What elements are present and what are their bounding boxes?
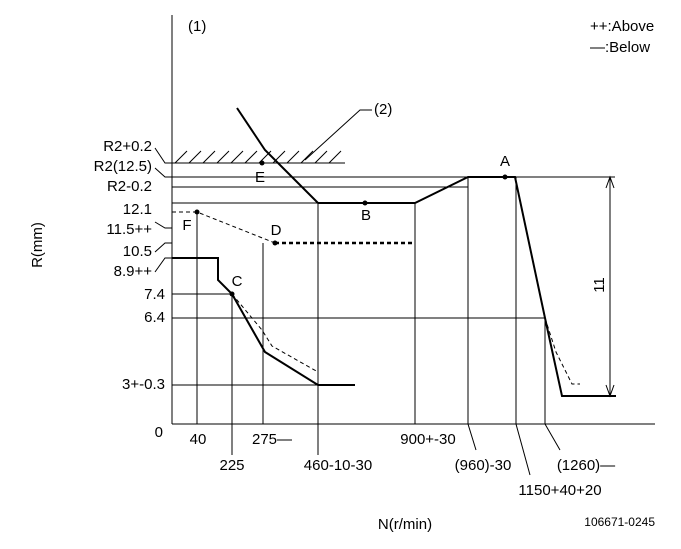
y-label: 6.4 (144, 309, 165, 326)
y-label: 0 (155, 424, 163, 441)
x-label: 1150+40+20 (518, 482, 601, 499)
reference-lines (154, 147, 615, 386)
curves (172, 107, 616, 397)
x-label: 275— (252, 431, 292, 448)
vertical-lines (196, 177, 561, 476)
point-label: E (255, 169, 265, 186)
point-label: A (500, 153, 510, 170)
y-label: 7.4 (144, 286, 165, 303)
point-label: C (232, 273, 243, 290)
x-label: 900+-30 (400, 431, 455, 448)
point-label: B (361, 207, 371, 224)
figure-number: (1) (188, 18, 206, 35)
y-label: 12.1 (123, 201, 152, 218)
legend-below: —:Below (590, 39, 650, 56)
axes (171, 15, 655, 425)
legend-above: ++:Above (590, 18, 654, 35)
callout: (2) (374, 101, 392, 118)
y-label: 11.5++ (106, 221, 152, 238)
x-label: (1260)— (557, 457, 615, 474)
point-label: F (182, 217, 191, 234)
point-label: D (271, 222, 282, 239)
y-label: 10.5 (123, 243, 152, 260)
y-axis-title: R(mm) (29, 222, 46, 268)
x-label: 40 (190, 431, 207, 448)
y-label: 8.9++ (114, 263, 153, 280)
dimension (605, 175, 615, 398)
dimension-label: 11 (591, 277, 608, 293)
x-label: (960)-30 (455, 457, 512, 474)
y-label: R2+0.2 (103, 138, 152, 155)
y-label: 3+-0.3 (122, 376, 165, 393)
y-label: R2-0.2 (107, 178, 152, 195)
drawing-number: 106671-0245 (584, 515, 655, 529)
x-label: 460-10-30 (304, 457, 372, 474)
x-axis-title: N(r/min) (378, 516, 432, 533)
x-label: 225 (219, 457, 244, 474)
y-label: R2(12.5) (94, 158, 152, 175)
stopper-hatch (172, 109, 372, 164)
